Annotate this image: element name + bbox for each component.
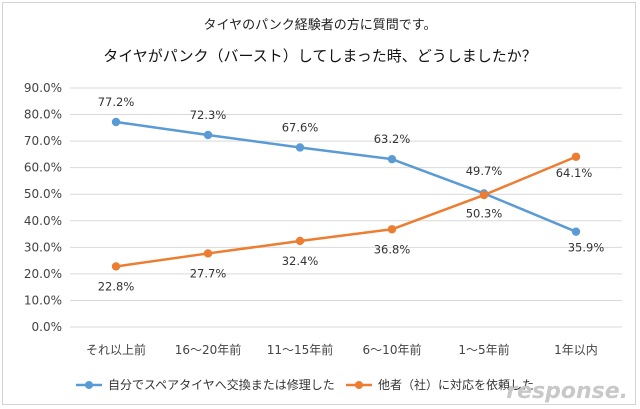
legend-label: 他者（社）に対応を依頼した <box>378 377 534 392</box>
data-point <box>387 225 397 234</box>
data-point <box>295 143 305 152</box>
data-label: 32.4% <box>282 254 319 268</box>
data-point <box>203 130 213 140</box>
data-point <box>571 152 581 161</box>
y-tick-label: 10.0% <box>24 293 62 307</box>
x-tick-label: 1年以内 <box>554 343 598 357</box>
data-point <box>295 236 305 246</box>
data-point <box>571 227 581 236</box>
data-label: 36.8% <box>374 242 411 256</box>
x-tick-label: 6～10年前 <box>363 342 422 357</box>
x-tick-label: 11～15年前 <box>267 342 334 357</box>
data-label: 27.7% <box>190 266 227 280</box>
chart-subtitle: タイヤのパンク経験者の方に質問です。 <box>204 17 437 33</box>
chart-title: タイヤがパンク（バースト）してしまった時、どうしましたか？ <box>103 47 537 65</box>
y-tick-label: 60.0% <box>24 161 62 175</box>
data-label: 49.7% <box>466 164 503 178</box>
data-label: 77.2% <box>98 95 135 109</box>
y-tick-label: 40.0% <box>24 214 62 228</box>
y-tick-label: 30.0% <box>24 240 62 254</box>
x-tick-label: 16～20年前 <box>175 342 242 357</box>
y-tick-label: 50.0% <box>24 187 62 201</box>
series-line <box>115 120 577 233</box>
data-label: 22.8% <box>98 279 135 293</box>
y-tick-label: 20.0% <box>24 267 62 281</box>
y-tick-label: 0.0% <box>32 320 63 334</box>
series-line <box>115 155 577 268</box>
legend-marker <box>85 381 93 389</box>
data-label: 64.1% <box>556 166 593 180</box>
y-tick-label: 70.0% <box>24 134 62 148</box>
data-label: 67.6% <box>282 120 319 134</box>
data-label: 35.9% <box>568 241 605 255</box>
x-tick-label: それ以上前 <box>86 342 146 357</box>
chart-frame <box>2 2 636 405</box>
watermark: response. <box>506 379 628 404</box>
data-point <box>111 262 121 271</box>
x-tick-label: 1～5年前 <box>458 342 509 357</box>
data-point <box>203 249 213 258</box>
data-point <box>111 117 121 127</box>
data-label: 50.3% <box>466 206 503 220</box>
data-point <box>387 154 397 164</box>
data-point <box>479 190 489 200</box>
legend-label: 自分でスペアタイヤへ交換または修理した <box>108 377 335 392</box>
y-tick-label: 90.0% <box>24 81 62 95</box>
data-label: 63.2% <box>374 132 411 146</box>
y-tick-label: 80.0% <box>24 108 62 122</box>
data-label: 72.3% <box>190 108 227 122</box>
legend-marker <box>355 381 363 389</box>
